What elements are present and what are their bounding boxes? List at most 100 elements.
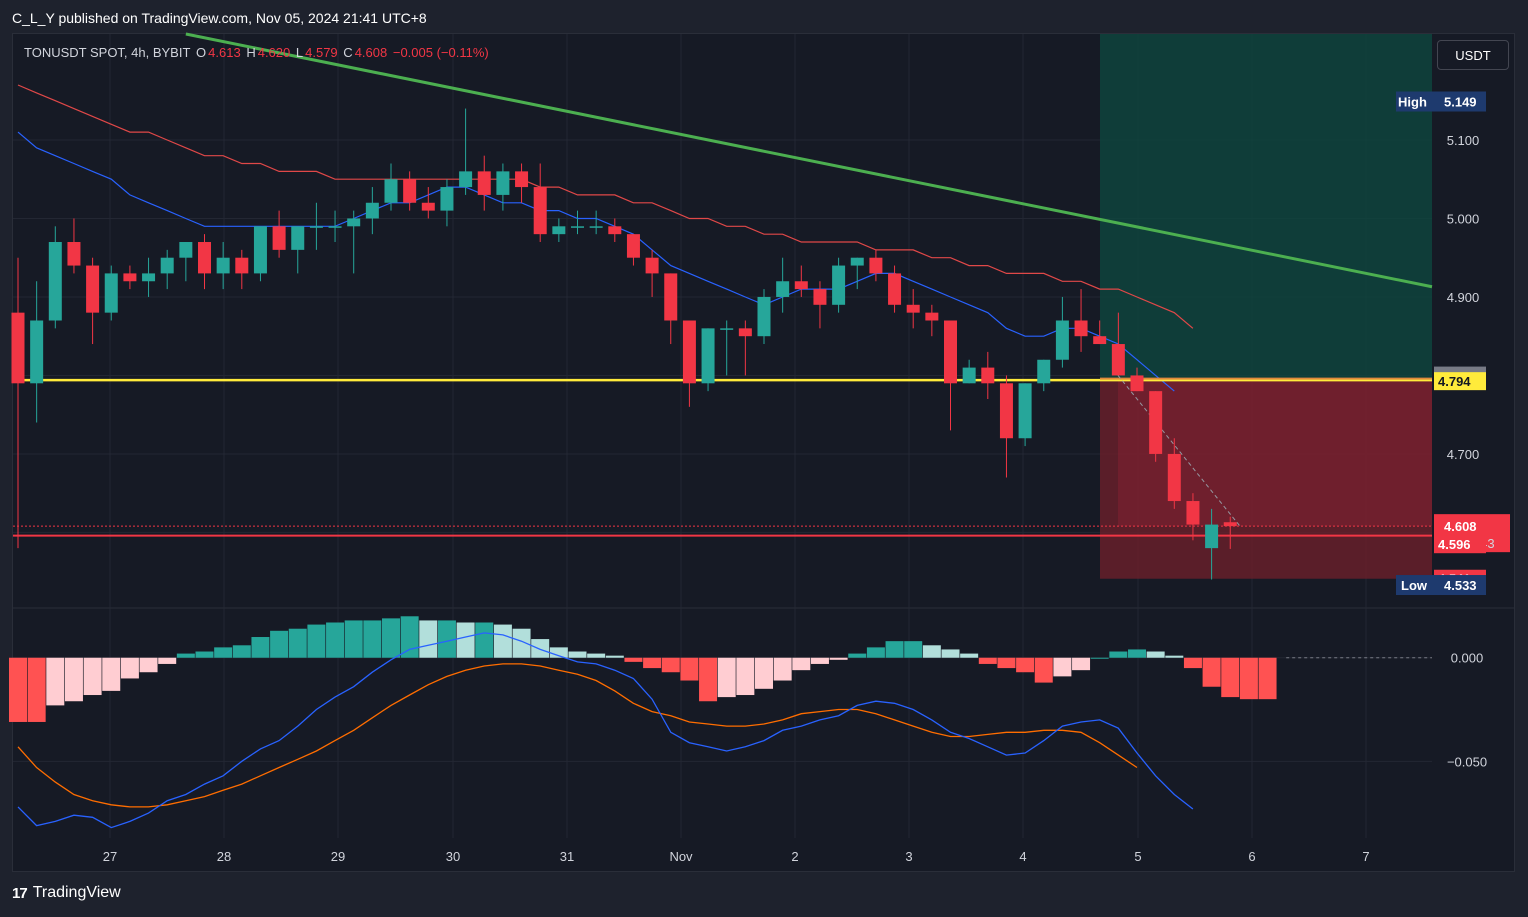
candle-up <box>459 171 473 188</box>
candle-up <box>496 171 510 195</box>
candle-down <box>664 273 678 321</box>
candle-down <box>608 226 622 235</box>
brand-name: TradingView <box>32 884 121 901</box>
candle-up <box>30 320 44 384</box>
macd-histogram-bar <box>1053 657 1072 677</box>
candle-up <box>253 226 267 274</box>
macd-histogram-bar <box>1258 657 1277 700</box>
candle-up <box>850 257 864 266</box>
support-price-tag: 4.794 <box>1434 372 1486 391</box>
tradingview-logo-icon: 17 <box>12 884 28 902</box>
macd-histogram-bar <box>661 657 680 673</box>
macd-histogram-bar <box>270 630 289 658</box>
macd-histogram-bar <box>1090 657 1109 659</box>
macd-histogram-bar <box>1016 657 1035 673</box>
price-tick-label: 5.100 <box>1447 133 1480 148</box>
footer-brand: 17 TradingView <box>12 884 121 902</box>
macd-histogram-bar <box>978 657 997 664</box>
candle-down <box>981 367 995 384</box>
macd-histogram-bar <box>512 628 531 658</box>
macd-histogram-bar <box>9 657 27 722</box>
candle-down <box>477 171 491 195</box>
candle-up <box>832 265 846 305</box>
price-axis: 5.100 5.000 4.900 4.700 0.000 −0.050 High 5.149… <box>1396 91 1510 769</box>
candle-down <box>813 289 827 305</box>
candle-down <box>869 257 883 274</box>
macd-histogram-bar <box>717 657 736 698</box>
low-tag-bg <box>1396 575 1486 596</box>
candle-up <box>309 226 323 228</box>
macd-histogram-bar <box>326 622 345 658</box>
macd-histogram-bar <box>549 647 568 658</box>
high-value: 4.620 <box>257 45 291 60</box>
candle-down <box>198 242 211 274</box>
macd-signal-line <box>17 663 1138 808</box>
active-loss-zone <box>1118 378 1432 527</box>
candle-down <box>421 202 435 211</box>
candle-up <box>347 218 361 227</box>
macd-histogram-bar <box>400 616 419 658</box>
time-axis: 27 28 29 30 31 Nov 2 3 4 5 6 7 <box>103 849 1370 864</box>
support-price-tag-text: 4.794 <box>1438 374 1471 389</box>
macd-histogram-bar <box>755 657 773 689</box>
macd-histogram-bar <box>922 645 941 658</box>
candle-up <box>589 226 603 228</box>
time-tick-label: 28 <box>217 849 231 864</box>
candle-up <box>440 187 454 211</box>
projection-line <box>1117 375 1241 527</box>
symbol-title: TONUSDT SPOT, 4h, BYBIT <box>24 45 191 60</box>
macd-histogram-bar <box>624 657 643 662</box>
candle-up <box>291 226 305 250</box>
time-tick-label: 7 <box>1362 849 1369 864</box>
candle-down <box>1111 344 1125 376</box>
low-label: L <box>295 45 304 60</box>
macd-histogram-bar <box>419 620 438 658</box>
macd-histogram-bar <box>699 657 718 702</box>
low-tag: Low 4.533 <box>1396 575 1486 596</box>
macd-histogram-bar <box>288 628 307 658</box>
candle-down <box>515 171 529 188</box>
candle-down <box>999 383 1013 439</box>
macd-histogram-bar <box>904 641 923 658</box>
macd-histogram-bar <box>960 653 979 658</box>
candle-up <box>48 242 62 321</box>
macd-histogram-bar <box>232 645 251 658</box>
macd-line <box>17 632 1194 829</box>
macd-histogram-bar <box>493 624 512 658</box>
macd-histogram-bar <box>102 657 121 691</box>
macd-histogram-bar <box>83 657 102 696</box>
macd-histogram-bar <box>568 651 587 658</box>
macd-pane <box>9 616 1432 829</box>
macd-histogram-bar <box>829 657 848 660</box>
candle-up <box>720 328 734 330</box>
high-label: H <box>246 45 256 60</box>
macd-histogram-bar <box>736 657 755 696</box>
currency-button[interactable]: USDT <box>1437 40 1509 70</box>
time-tick-label: 4 <box>1019 849 1026 864</box>
candle-down <box>1167 453 1181 502</box>
low-tag-value: 4.533 <box>1444 578 1477 593</box>
macd-histogram-bar <box>587 653 606 658</box>
macd-histogram-bar <box>139 657 158 673</box>
candle-down <box>626 234 640 258</box>
macd-histogram-bar <box>437 620 456 658</box>
candle-down <box>11 312 25 384</box>
macd-histogram-bar <box>605 655 624 658</box>
macd-histogram-bar <box>792 657 811 671</box>
time-tick-label: Nov <box>669 849 693 864</box>
candle-up <box>1037 359 1051 384</box>
candle-down <box>86 265 100 313</box>
candle-down <box>794 281 808 290</box>
candles <box>11 108 1237 580</box>
macd-histogram-bar <box>120 657 139 679</box>
candle-up <box>701 328 715 384</box>
publisher-caption: C_L_Y published on TradingView.com, Nov … <box>12 10 427 26</box>
macd-histogram-bar <box>1183 657 1202 669</box>
candle-down <box>67 242 81 266</box>
macd-histogram-bar <box>773 657 792 681</box>
macd-histogram-bar <box>680 657 699 681</box>
macd-histogram-bar <box>344 620 363 658</box>
bid-price-tag: 4.596 <box>1434 535 1486 554</box>
